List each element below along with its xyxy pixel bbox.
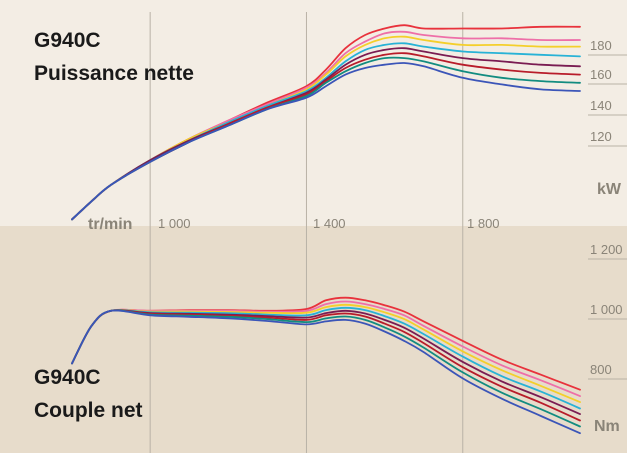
power-y-tick-3: 120 — [590, 129, 612, 144]
torque-title-label: Couple net — [34, 399, 143, 422]
torque-y-tick-1: 1 000 — [590, 302, 623, 317]
power-y-tick-2: 140 — [590, 98, 612, 113]
torque-panel-background — [0, 226, 627, 453]
torque-series-line-7 — [71, 309, 581, 435]
torque-series-group — [71, 296, 581, 435]
power-series-line-4 — [71, 47, 581, 221]
torque-y-tick-2: 800 — [590, 362, 612, 377]
power-y-tick-1: 160 — [590, 67, 612, 82]
grid — [149, 12, 627, 453]
power-title-model: G940C — [34, 29, 101, 52]
power-y-tick-0: 180 — [590, 38, 612, 53]
power-title-label: Puissance nette — [34, 62, 194, 85]
power-y-unit: kW — [597, 181, 622, 198]
x-axis-unit: tr/min — [88, 216, 132, 233]
x-tick-label-2: 1 800 — [467, 216, 500, 231]
torque-title-model: G940C — [34, 366, 101, 389]
torque-y-tick-0: 1 200 — [590, 242, 623, 257]
torque-y-unit: Nm — [594, 418, 620, 435]
power-panel-background — [0, 0, 627, 226]
power-series-line-7 — [71, 62, 581, 221]
x-tick-label-1: 1 400 — [313, 216, 346, 231]
power-series-group — [71, 24, 581, 221]
x-tick-label-0: 1 000 — [158, 216, 191, 231]
